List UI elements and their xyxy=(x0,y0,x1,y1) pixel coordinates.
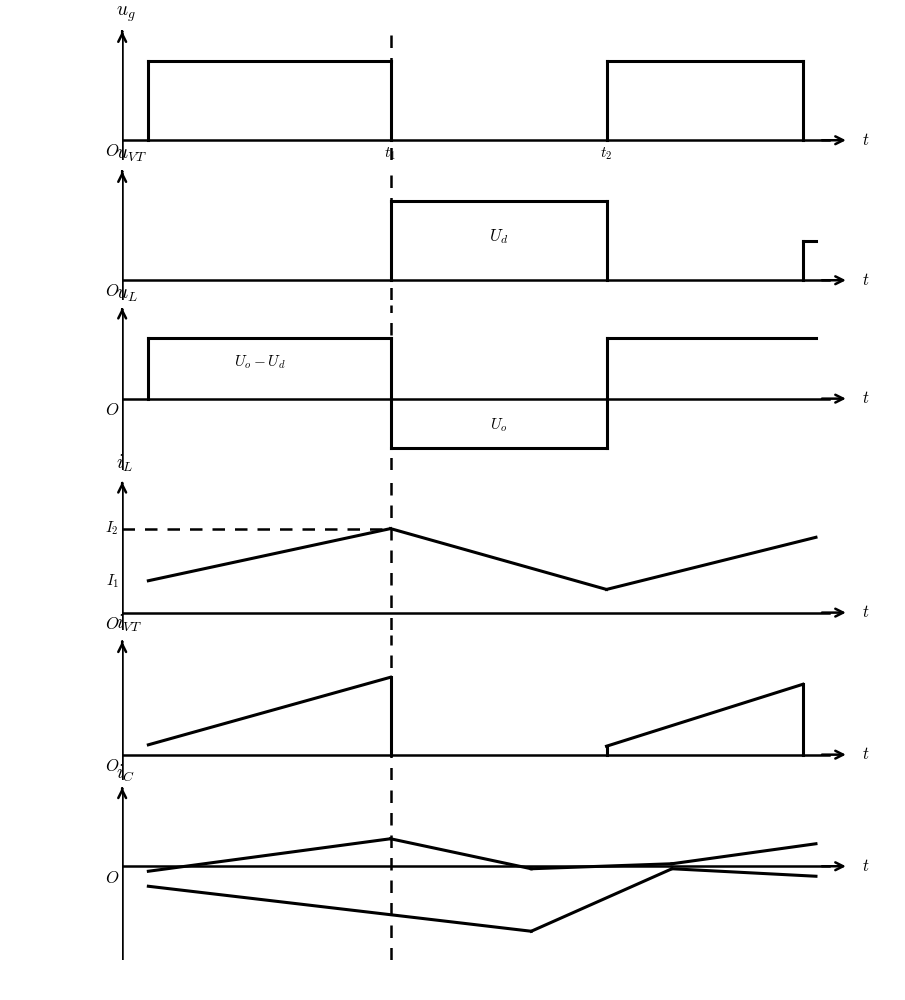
Text: $t$: $t$ xyxy=(862,746,870,763)
Text: $t_2$: $t_2$ xyxy=(600,146,613,162)
Text: $u_L$: $u_L$ xyxy=(116,286,138,304)
Text: $t$: $t$ xyxy=(862,132,870,149)
Text: $u_g$: $u_g$ xyxy=(116,4,135,24)
Text: $t$: $t$ xyxy=(862,272,870,289)
Text: $u_{VT}$: $u_{VT}$ xyxy=(116,146,147,164)
Text: $t$: $t$ xyxy=(862,604,870,621)
Text: $U_d$: $U_d$ xyxy=(489,227,509,246)
Text: $t_1$: $t_1$ xyxy=(385,146,396,162)
Text: $i_C$: $i_C$ xyxy=(116,763,135,784)
Text: $O$: $O$ xyxy=(104,143,119,160)
Text: $O$: $O$ xyxy=(104,616,119,633)
Text: $I_2$: $I_2$ xyxy=(106,520,119,537)
Text: $O$: $O$ xyxy=(104,402,119,419)
Text: $t$: $t$ xyxy=(862,390,870,407)
Text: $i_{VT}$: $i_{VT}$ xyxy=(116,612,142,634)
Text: $O$: $O$ xyxy=(104,758,119,775)
Text: $t$: $t$ xyxy=(862,858,870,875)
Text: $i_L$: $i_L$ xyxy=(116,452,133,474)
Text: $O$: $O$ xyxy=(104,870,119,887)
Text: $I_1$: $I_1$ xyxy=(106,572,119,590)
Text: $U_o-U_d$: $U_o-U_d$ xyxy=(233,353,285,371)
Text: $U_o$: $U_o$ xyxy=(490,417,507,434)
Text: $O$: $O$ xyxy=(104,283,119,300)
